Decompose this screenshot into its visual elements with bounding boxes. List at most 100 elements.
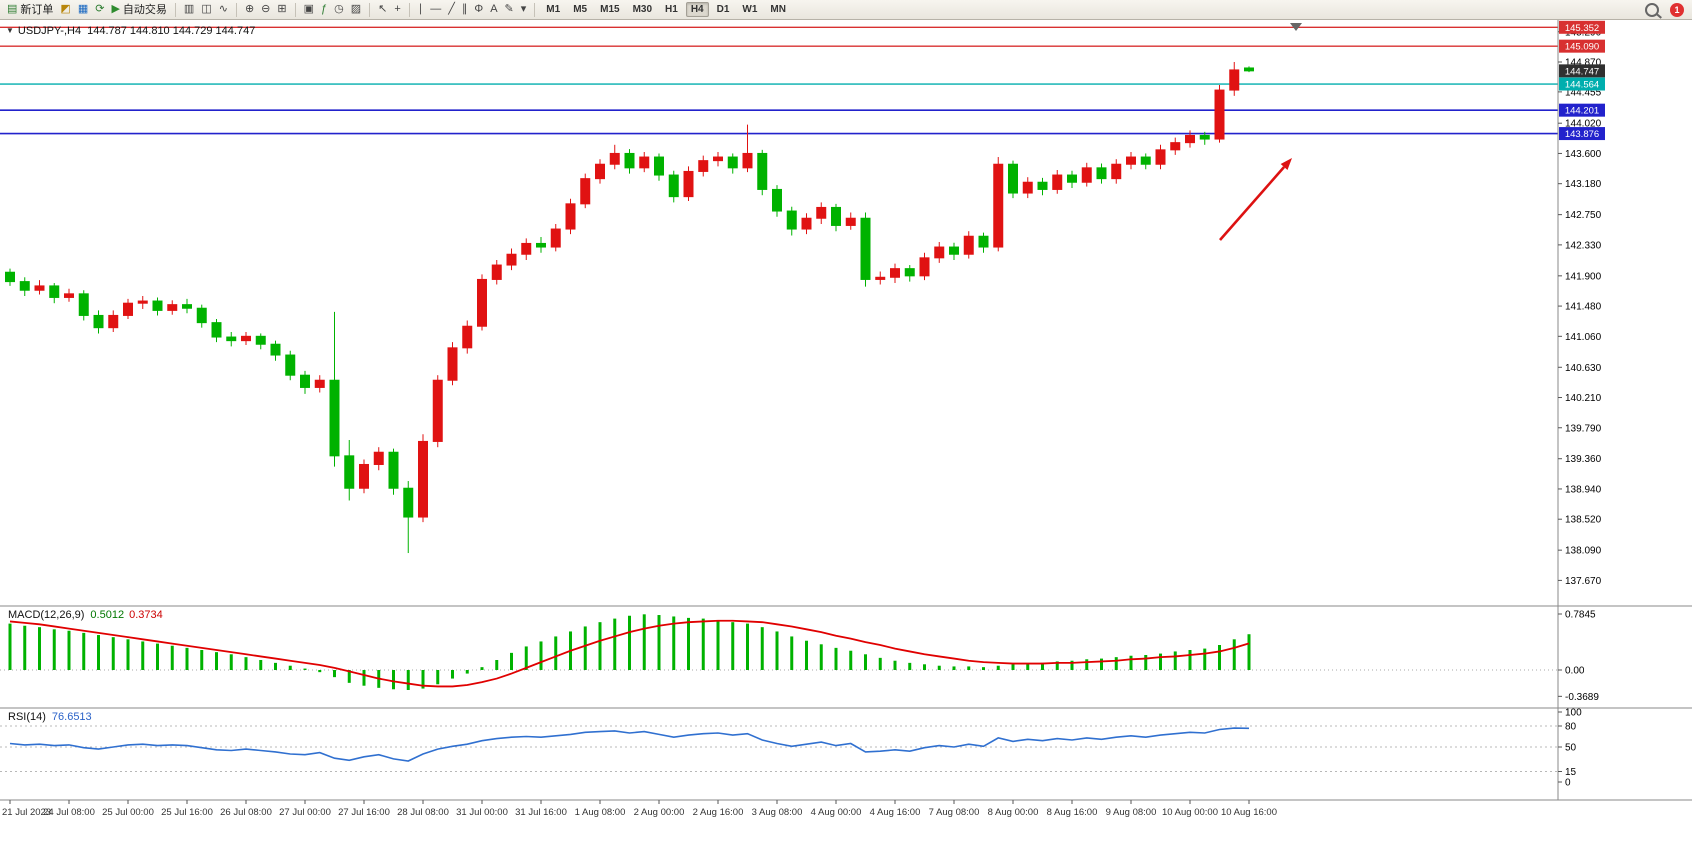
rsi-scale-label: 80 [1565,722,1577,733]
trend-arrow[interactable] [1219,166,1286,241]
text-icon: A [490,3,498,15]
toolbar-separator [235,2,237,17]
line-chart-icon[interactable]: ∿ [216,3,231,16]
price-tag [1559,77,1605,91]
price-tick-label: 141.900 [1565,271,1602,282]
candle-body [1096,167,1107,180]
candle-body [388,451,399,489]
price-tick-label: 141.480 [1565,302,1602,313]
trendline-icon: ╱ [448,3,455,15]
candle-body [727,156,738,169]
price-tag [1559,20,1605,34]
time-axis-label: 4 Aug 00:00 [811,807,862,818]
fibonacci-icon[interactable]: Φ [471,3,486,16]
autotrading-icon: ▶ [111,3,120,15]
candle-body [462,325,473,349]
timeframe-m15[interactable]: M15 [600,4,620,15]
price-tick-label: 138.940 [1565,484,1602,495]
price-tag-label: 144.201 [1565,106,1599,117]
candle-body [226,336,237,342]
time-axis-label: 3 Aug 08:00 [752,807,803,818]
candle-body [919,257,930,277]
indicators-icon: ƒ [321,3,328,15]
notifications-badge[interactable]: 1 [1670,2,1684,17]
refresh-icon[interactable]: ⟳ [92,3,107,16]
periods-icon[interactable]: ◷ [331,3,347,16]
bar-chart-icon[interactable]: ▥ [181,3,197,16]
price-tag-label: 145.090 [1565,42,1599,53]
objects-dropdown-icon[interactable]: ▾ [518,3,530,16]
horizontal-line-icon[interactable]: ― [427,3,444,16]
candle-body [654,156,664,176]
candle-body [609,152,620,165]
time-axis-label: 21 Jul 2023 [2,807,51,818]
macd-scale-label: -0.3689 [1565,692,1599,703]
market-watch-icon[interactable]: ▦ [75,3,91,16]
timeframe-d1[interactable]: D1 [716,4,730,15]
zoom-in-icon: ⊕ [244,3,255,15]
search-button[interactable] [1642,2,1662,18]
timeframe-h1[interactable]: H1 [665,4,678,15]
collapse-chart-icon[interactable]: ▼ [6,26,14,35]
price-tag [1559,64,1605,78]
price-tick-label: 144.870 [1565,58,1602,69]
new-order-button[interactable]: ▤ 新订单 [4,2,56,18]
candle-body [742,152,753,169]
candle-body [875,276,886,280]
time-axis-label: 24 Jul 08:00 [43,807,95,818]
candle-body [993,163,1004,248]
chart-window-icon[interactable]: ◩ [57,3,73,16]
zoom-in-icon[interactable]: ⊕ [242,3,257,16]
rsi-value: 76.6513 [51,711,92,723]
autotrading-button[interactable]: ▶ 自动交易 [108,2,169,18]
timeframe-h4[interactable]: H4 [685,2,709,17]
price-tick-label: 139.360 [1565,454,1602,465]
vertical-line-icon: ∣ [417,3,424,15]
candlestick-chart-icon[interactable]: ◫ [198,3,214,16]
price-tag [1559,39,1605,53]
timeframe-m1[interactable]: M1 [546,4,561,15]
arrows-icon[interactable]: ✎ [502,3,517,16]
candle-body [1081,167,1092,183]
channel-icon[interactable]: ∥ [459,3,471,16]
time-axis-label: 31 Jul 16:00 [515,807,567,818]
candle-body [668,174,679,198]
crosshair-icon: + [394,3,401,15]
bar-chart-icon: ▥ [183,3,195,15]
candle-body [5,271,15,283]
candle-body [1199,134,1210,140]
candle-body [196,307,207,324]
arrows-icon: ✎ [504,3,514,15]
macd-signal-value: 0.3734 [129,609,163,621]
candle-body [1037,181,1048,190]
market-watch-icon: ▦ [77,3,89,15]
candle-body [300,374,310,388]
zoom-out-icon: ⊖ [261,3,271,15]
vertical-line-icon[interactable]: ∣ [415,3,427,16]
candle-body [565,203,576,230]
candle-body [934,246,945,259]
cursor-icon: ↖ [378,3,388,15]
timeframe-mn[interactable]: MN [770,4,786,15]
time-axis-label: 9 Aug 08:00 [1106,807,1157,818]
timeframe-m30[interactable]: M30 [632,4,653,15]
zoom-out-icon[interactable]: ⊖ [258,3,273,16]
tile-windows-icon[interactable]: ⊞ [274,3,289,16]
crosshair-icon[interactable]: + [391,3,403,16]
timeframe-m5[interactable]: M5 [573,4,588,15]
templates-icon[interactable]: ▨ [348,3,364,16]
candle-body [816,206,827,219]
time-axis-label: 31 Jul 00:00 [456,807,508,818]
price-tag [1559,103,1605,117]
chart-ohlc-label: ▼ USDJPY-,H4 144.787 144.810 144.729 144.7… [6,25,255,37]
timeframe-w1[interactable]: W1 [742,4,758,15]
cursor-icon[interactable]: ↖ [375,3,390,16]
new-chart-icon[interactable]: ▣ [301,3,317,16]
chart-shift-marker-icon[interactable] [1290,23,1302,31]
trendline-icon[interactable]: ╱ [445,3,458,16]
text-icon[interactable]: A [487,3,500,16]
indicators-icon[interactable]: ƒ [318,3,330,16]
candle-body [772,188,782,212]
